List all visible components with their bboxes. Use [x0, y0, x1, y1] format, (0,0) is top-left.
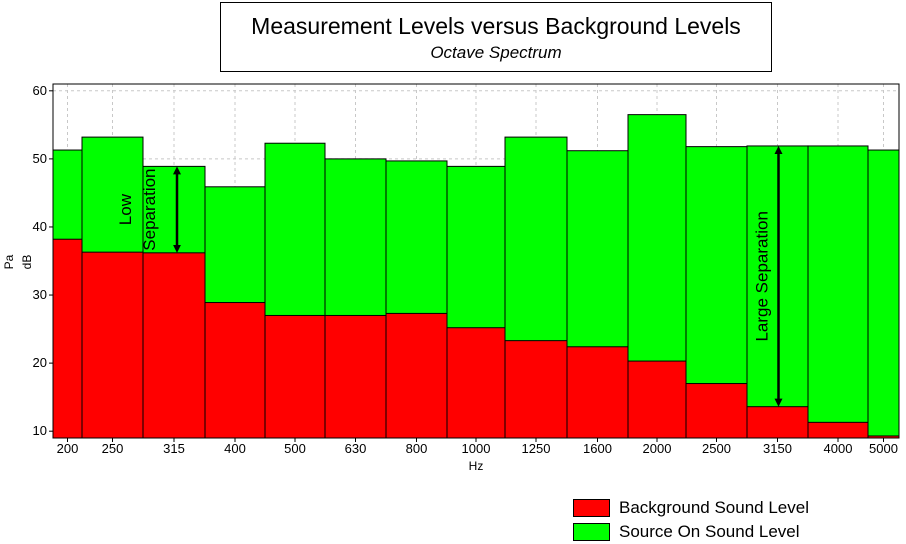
x-tick-label: 2500 — [702, 441, 731, 456]
chart-subtitle: Octave Spectrum — [430, 43, 562, 62]
x-tick-label: 1600 — [583, 441, 612, 456]
y-tick-label: 60 — [33, 83, 47, 98]
bar-background-315 — [142, 252, 206, 439]
bar-background-1250 — [504, 340, 568, 439]
legend-swatch-source-on — [573, 523, 610, 541]
annotations: Low Separation Large Separation — [116, 145, 783, 407]
x-tick-label: 400 — [224, 441, 246, 456]
axis-ticks: 10 20 30 40 50 60 200 250 315 400 500 630 800 1000 125… — [33, 83, 898, 456]
bar-background-3150 — [746, 406, 809, 439]
chart-title-box: Measurement Levels versus Background Lev… — [220, 2, 772, 72]
bar-background-250 — [81, 251, 144, 439]
bar-background-800 — [385, 312, 448, 439]
bars — [52, 114, 900, 439]
y-tick-label: 30 — [33, 287, 47, 302]
y-tick-label: 40 — [33, 219, 47, 234]
x-tick-label: 2000 — [643, 441, 672, 456]
bar-background-1600 — [566, 346, 629, 439]
bar-background-2000 — [627, 360, 687, 439]
legend: Background Sound Level Source On Sound L… — [573, 496, 809, 544]
bar-source-on-4000 — [807, 145, 869, 439]
bar-background-200 — [52, 238, 83, 439]
bar-background-1000 — [446, 327, 506, 439]
chart-title: Measurement Levels versus Background Lev… — [251, 13, 741, 39]
x-tick-label: 4000 — [824, 441, 853, 456]
x-tick-label: 315 — [163, 441, 185, 456]
x-tick-label: 200 — [57, 441, 79, 456]
bar-background-2500 — [685, 383, 748, 439]
x-axis-label: Hz — [469, 459, 484, 473]
bar-background-4000 — [807, 421, 869, 439]
y-axis-label-db: dB — [20, 255, 34, 270]
legend-label-background: Background Sound Level — [619, 498, 809, 517]
low-separation-label-line2: Separation — [140, 168, 159, 250]
low-separation-label-line1: Low — [116, 193, 135, 225]
legend-label-source-on: Source On Sound Level — [619, 522, 800, 541]
y-tick-label: 10 — [33, 423, 47, 438]
x-tick-label: 5000 — [869, 441, 898, 456]
y-tick-label: 20 — [33, 355, 47, 370]
bar-source-on-5000 — [867, 149, 900, 439]
legend-swatch-background — [573, 499, 610, 517]
bar-background-400 — [204, 302, 266, 439]
legend-item-source-on: Source On Sound Level — [573, 520, 809, 544]
legend-item-background: Background Sound Level — [573, 496, 809, 520]
x-tick-label: 1000 — [462, 441, 491, 456]
large-separation-label: Large Separation — [753, 211, 772, 341]
bar-background-630 — [324, 314, 387, 439]
x-tick-label: 3150 — [763, 441, 792, 456]
y-tick-label: 50 — [33, 151, 47, 166]
y-axis-label-pa: Pa — [2, 254, 16, 269]
x-tick-label: 1250 — [522, 441, 551, 456]
x-tick-label: 500 — [284, 441, 306, 456]
x-tick-label: 250 — [102, 441, 124, 456]
x-tick-label: 800 — [406, 441, 428, 456]
bar-background-500 — [264, 314, 326, 439]
x-tick-label: 630 — [345, 441, 367, 456]
